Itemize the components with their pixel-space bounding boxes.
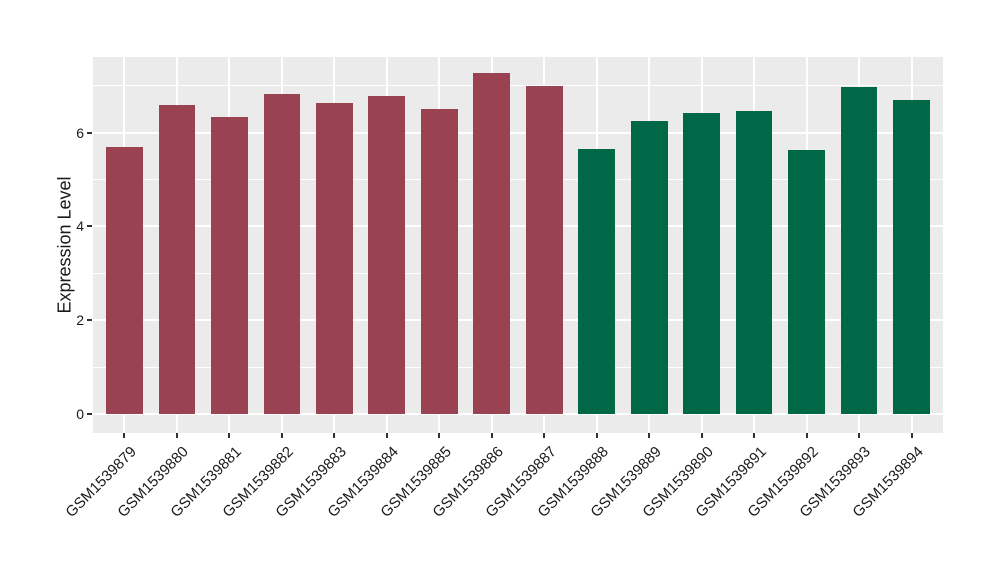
bar-GSM1539885 xyxy=(420,109,458,415)
x-tick-mark-GSM1539883 xyxy=(333,433,336,438)
bar-GSM1539881 xyxy=(211,117,248,415)
x-tick-mark-GSM1539892 xyxy=(805,433,808,438)
x-tick-mark-GSM1539893 xyxy=(858,433,861,438)
bar-GSM1539894 xyxy=(893,99,930,415)
y-tick-mark-4 xyxy=(87,225,92,228)
gridline-major-y-6 xyxy=(93,131,943,134)
x-tick-mark-GSM1539889 xyxy=(648,433,651,438)
x-tick-mark-GSM1539887 xyxy=(543,433,546,438)
bar-GSM1539886 xyxy=(473,73,511,415)
y-tick-label-6: 6 xyxy=(76,124,84,141)
x-tick-mark-GSM1539881 xyxy=(228,433,231,438)
y-tick-label-2: 2 xyxy=(76,312,84,329)
bar-GSM1539880 xyxy=(158,104,196,415)
y-tick-mark-0 xyxy=(87,413,92,416)
x-tick-mark-GSM1539882 xyxy=(280,433,283,438)
bar-GSM1539884 xyxy=(368,96,406,415)
bar-GSM1539879 xyxy=(106,147,143,415)
y-tick-label-4: 4 xyxy=(76,218,84,235)
bar-GSM1539887 xyxy=(525,85,563,415)
bar-GSM1539892 xyxy=(788,149,825,415)
bar-GSM1539882 xyxy=(263,94,301,415)
plot-panel xyxy=(93,57,943,433)
x-tick-mark-GSM1539891 xyxy=(753,433,756,438)
gridline-major-y-0 xyxy=(93,413,943,416)
gridline-major-y-2 xyxy=(93,319,943,322)
bar-GSM1539890 xyxy=(683,113,720,415)
bar-GSM1539891 xyxy=(735,110,773,415)
bar-GSM1539893 xyxy=(840,86,878,415)
bar-GSM1539888 xyxy=(578,148,616,415)
x-tick-mark-GSM1539886 xyxy=(490,433,493,438)
y-tick-label-0: 0 xyxy=(76,406,84,423)
x-tick-mark-GSM1539884 xyxy=(385,433,388,438)
gridline-minor-y-7 xyxy=(93,85,943,87)
x-tick-mark-GSM1539894 xyxy=(910,433,913,438)
gridline-major-y-4 xyxy=(93,225,943,228)
x-tick-mark-GSM1539885 xyxy=(438,433,441,438)
gridline-minor-y-1 xyxy=(93,366,943,368)
x-tick-mark-GSM1539888 xyxy=(595,433,598,438)
bar-GSM1539889 xyxy=(630,121,668,415)
x-tick-mark-GSM1539879 xyxy=(123,433,126,438)
bar-GSM1539883 xyxy=(315,102,353,415)
y-tick-mark-2 xyxy=(87,319,92,322)
y-axis-title: Expression Level xyxy=(54,176,75,314)
gridline-minor-y-3 xyxy=(93,272,943,274)
x-tick-mark-GSM1539890 xyxy=(700,433,703,438)
gridline-minor-y-5 xyxy=(93,179,943,181)
x-tick-mark-GSM1539880 xyxy=(175,433,178,438)
y-tick-mark-6 xyxy=(87,131,92,134)
